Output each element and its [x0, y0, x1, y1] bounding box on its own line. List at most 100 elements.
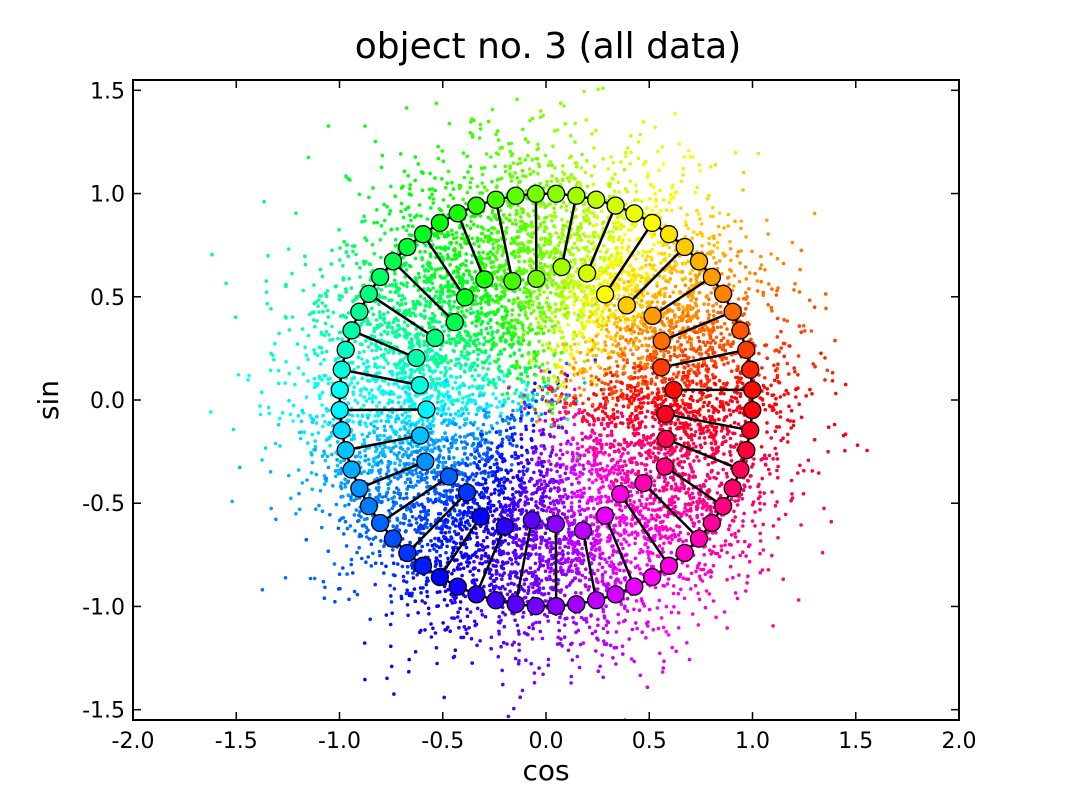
scatter-point [266, 253, 270, 258]
scatter-point [643, 425, 648, 429]
scatter-point [747, 287, 751, 291]
scatter-point [681, 310, 685, 315]
scatter-point [301, 372, 306, 376]
scatter-point [502, 332, 506, 336]
scatter-point [444, 354, 448, 358]
scatter-point [406, 613, 410, 618]
scatter-point [471, 433, 475, 438]
scatter-point [510, 487, 515, 491]
scatter-point [428, 195, 432, 200]
scatter-point [655, 375, 659, 380]
scatter-point [320, 301, 325, 305]
scatter-point [623, 604, 627, 608]
scatter-point [489, 325, 493, 330]
scatter-point [465, 308, 469, 313]
scatter-point [386, 361, 390, 366]
scatter-point [451, 196, 456, 201]
scatter-point [756, 151, 761, 156]
scatter-point [530, 446, 535, 450]
scatter-point [379, 255, 383, 260]
scatter-point [687, 487, 691, 491]
scatter-point [414, 517, 418, 521]
scatter-point [514, 388, 519, 392]
scatter-point [708, 214, 713, 219]
scatter-point [357, 450, 362, 455]
scatter-point [438, 347, 443, 352]
scatter-point [695, 330, 700, 335]
scatter-point [587, 422, 592, 427]
scatter-point [721, 381, 726, 386]
scatter-point [393, 237, 398, 242]
scatter-point [581, 472, 585, 476]
scatter-point [399, 281, 404, 286]
scatter-point [420, 544, 425, 549]
scatter-point [531, 169, 536, 174]
scatter-point [596, 364, 601, 369]
scatter-point [545, 296, 550, 300]
scatter-point [306, 379, 310, 383]
scatter-point [715, 240, 720, 245]
scatter-point [388, 370, 392, 374]
scatter-point [759, 279, 763, 284]
scatter-point [744, 307, 748, 311]
scatter-point [778, 410, 783, 414]
scatter-point [541, 427, 545, 432]
scatter-point [688, 423, 692, 427]
scatter-point [617, 468, 621, 472]
scatter-point [454, 362, 459, 366]
scatter-point [482, 185, 487, 190]
scatter-point [635, 197, 640, 202]
scatter-point [697, 339, 702, 344]
scatter-point [770, 553, 774, 558]
scatter-point [486, 119, 491, 124]
scatter-point [434, 101, 439, 105]
scatter-point [300, 481, 305, 485]
scatter-point [358, 393, 363, 397]
scatter-point [542, 474, 546, 479]
scatter-point [497, 614, 502, 619]
scatter-point [498, 467, 503, 472]
scatter-point [611, 350, 615, 354]
scatter-point [746, 301, 750, 306]
scatter-point [499, 477, 504, 482]
scatter-point [561, 164, 565, 168]
scatter-point [725, 327, 729, 331]
scatter-point [504, 418, 508, 423]
scatter-point [563, 544, 567, 549]
scatter-point [644, 379, 648, 384]
scatter-point [761, 522, 765, 527]
scatter-point [586, 499, 591, 503]
scatter-point [294, 211, 298, 216]
scatter-point [689, 571, 694, 576]
scatter-point [599, 433, 603, 438]
scatter-point [600, 576, 605, 580]
scatter-point [268, 470, 273, 474]
scatter-point [550, 163, 554, 167]
scatter-point [466, 357, 470, 361]
scatter-point [509, 141, 514, 146]
scatter-point [741, 381, 745, 386]
scatter-point [674, 190, 679, 194]
scatter-point [638, 401, 643, 405]
scatter-point [553, 225, 557, 229]
scatter-point [260, 587, 265, 592]
scatter-point [437, 496, 442, 500]
scatter-point [676, 626, 681, 630]
scatter-point [409, 404, 413, 409]
scatter-point [487, 410, 491, 415]
scatter-point [662, 541, 666, 546]
scatter-point [432, 314, 437, 318]
scatter-point [517, 526, 522, 531]
scatter-point [666, 450, 670, 455]
scatter-point [461, 151, 466, 155]
scatter-point [562, 405, 566, 410]
scatter-point [454, 422, 458, 427]
scatter-point [537, 666, 541, 670]
scatter-point [536, 321, 541, 325]
scatter-point [615, 364, 620, 368]
scatter-point [343, 519, 348, 524]
scatter-point [660, 547, 665, 551]
scatter-point [500, 392, 505, 397]
scatter-point [389, 600, 394, 604]
scatter-point [594, 577, 599, 581]
